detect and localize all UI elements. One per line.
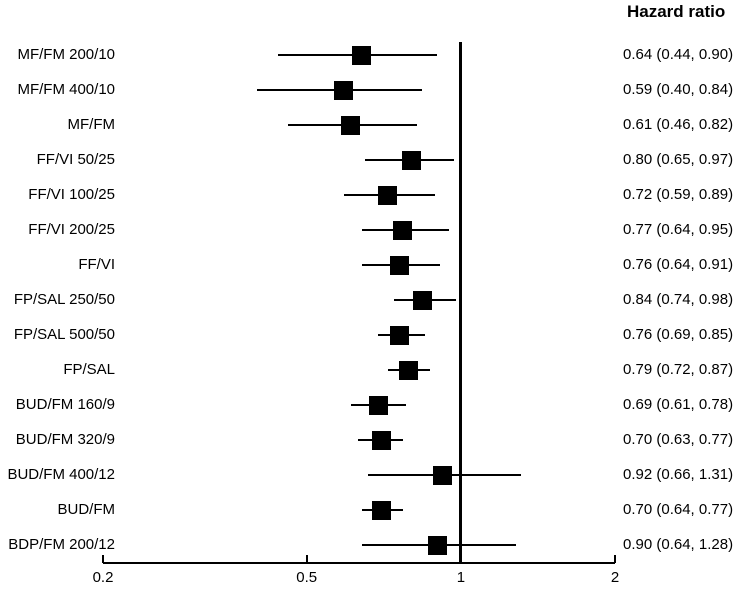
- row-label: MF/FM 200/10: [17, 46, 115, 63]
- row-label: MF/FM 400/10: [17, 81, 115, 98]
- hazard-ratio-value: 0.64 (0.44, 0.90): [623, 46, 734, 63]
- x-axis-tick-label: 0.5: [296, 569, 318, 586]
- hazard-ratio-marker: [427, 535, 447, 555]
- x-axis-tick: [459, 555, 462, 563]
- hazard-ratio-marker: [368, 395, 388, 415]
- row-label: FP/SAL: [63, 361, 115, 378]
- hazard-ratio-value: 0.61 (0.46, 0.82): [623, 116, 734, 133]
- hazard-ratio-marker: [372, 430, 392, 450]
- hazard-ratio-value: 0.76 (0.64, 0.91): [623, 256, 734, 273]
- hazard-ratio-value: 0.92 (0.66, 1.31): [623, 466, 734, 483]
- hazard-ratio-marker: [378, 185, 398, 205]
- row-label: FP/SAL 250/50: [13, 291, 115, 308]
- row-label: BUD/FM 400/12: [7, 466, 115, 483]
- row-label: FF/VI 200/25: [28, 221, 115, 238]
- hazard-ratio-marker: [352, 45, 372, 65]
- hazard-ratio-marker: [393, 220, 413, 240]
- hazard-ratio-value: 0.59 (0.40, 0.84): [623, 81, 734, 98]
- reference-line: [459, 42, 463, 563]
- hazard-ratio-value: 0.80 (0.65, 0.97): [623, 151, 734, 168]
- row-label: MF/FM: [67, 116, 115, 133]
- hazard-ratio-marker: [401, 150, 421, 170]
- hazard-ratio-column-header: Hazard ratio: [627, 2, 726, 21]
- row-label: BUD/FM 160/9: [15, 396, 115, 413]
- hazard-ratio-value: 0.90 (0.64, 1.28): [623, 536, 734, 553]
- row-label: FF/VI: [78, 256, 115, 273]
- hazard-ratio-marker: [372, 500, 392, 520]
- hazard-ratio-value: 0.76 (0.69, 0.85): [623, 326, 734, 343]
- hazard-ratio-marker: [432, 465, 452, 485]
- row-label: FP/SAL 500/50: [13, 326, 115, 343]
- hazard-ratio-value: 0.72 (0.59, 0.89): [623, 186, 734, 203]
- x-axis-tick: [102, 555, 104, 563]
- hazard-ratio-marker: [341, 115, 361, 135]
- x-axis-tick: [305, 555, 308, 563]
- row-label: BUD/FM 320/9: [15, 431, 115, 448]
- hazard-ratio-value: 0.69 (0.61, 0.78): [623, 396, 734, 413]
- hazard-ratio-value: 0.77 (0.64, 0.95): [623, 221, 734, 238]
- hazard-ratio-value: 0.84 (0.74, 0.98): [623, 291, 734, 308]
- hazard-ratio-value: 0.70 (0.64, 0.77): [623, 501, 734, 518]
- hazard-ratio-marker: [412, 290, 432, 310]
- hazard-ratio-marker: [390, 255, 410, 275]
- hazard-ratio-marker: [390, 325, 410, 345]
- hazard-ratio-marker: [334, 80, 354, 100]
- x-axis: [103, 562, 615, 564]
- row-label: FF/VI 50/25: [36, 151, 115, 168]
- x-axis-tick: [614, 555, 616, 563]
- x-axis-tick-label: 2: [610, 569, 620, 586]
- hazard-ratio-value: 0.70 (0.63, 0.77): [623, 431, 734, 448]
- row-label: FF/VI 100/25: [28, 186, 115, 203]
- row-label: BUD/FM: [57, 501, 116, 518]
- x-axis-tick-label: 0.2: [92, 569, 114, 586]
- x-axis-tick-label: 1: [456, 569, 466, 586]
- row-label: BDP/FM 200/12: [8, 536, 115, 553]
- hazard-ratio-value: 0.79 (0.72, 0.87): [623, 361, 734, 378]
- hazard-ratio-marker: [398, 360, 418, 380]
